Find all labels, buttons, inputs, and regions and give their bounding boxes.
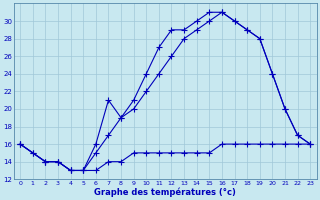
X-axis label: Graphe des températures (°c): Graphe des températures (°c) xyxy=(94,187,236,197)
